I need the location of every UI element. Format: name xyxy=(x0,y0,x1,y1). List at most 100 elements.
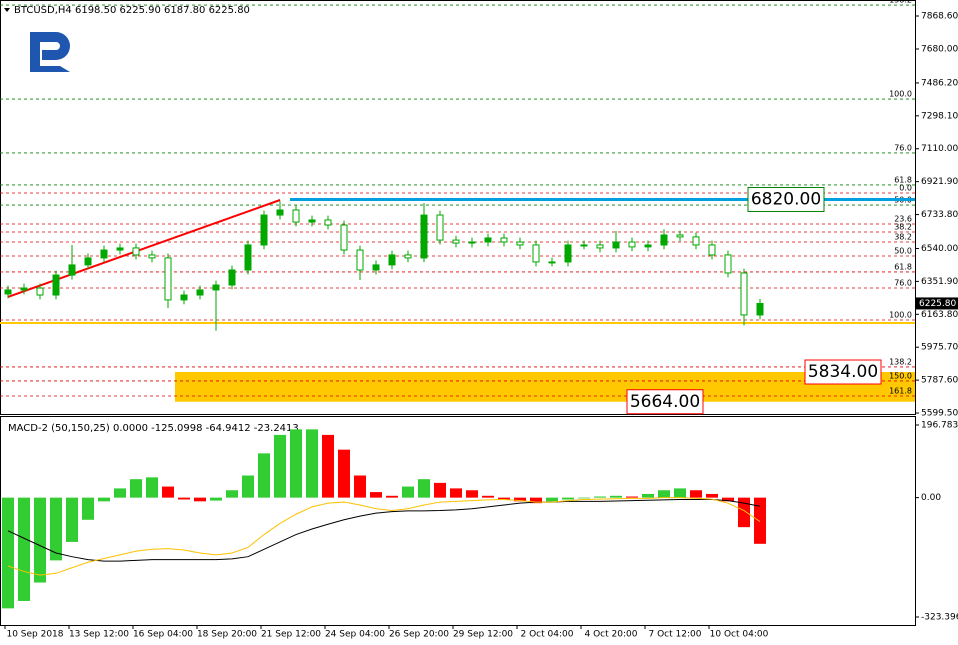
y-tick-label: 6921.90 xyxy=(921,177,958,187)
candle-body xyxy=(292,209,300,223)
candle-body xyxy=(276,209,284,216)
macd-bar xyxy=(322,434,334,498)
candle-body xyxy=(644,244,652,248)
macd-bar xyxy=(658,490,670,498)
candle-body xyxy=(340,224,348,251)
y-tick-label: 5599.50 xyxy=(921,409,958,419)
macd-main-line xyxy=(7,498,761,562)
macd-bar xyxy=(546,497,558,502)
macd-bar xyxy=(258,453,270,498)
macd-bar xyxy=(178,497,190,500)
candle-body xyxy=(68,264,76,276)
candle-body xyxy=(724,254,732,274)
x-tick-label: 16 Sep 04:00 xyxy=(133,630,193,640)
x-tick-label: 21 Sep 12:00 xyxy=(261,630,321,640)
macd-bar xyxy=(2,497,14,609)
macd-bar xyxy=(370,492,382,498)
y-tick-label: 7680.00 xyxy=(921,44,958,54)
y-tick-label: 6733.80 xyxy=(921,210,958,220)
macd-bar xyxy=(274,434,286,498)
candle-body xyxy=(36,287,44,296)
candle-body xyxy=(516,241,524,246)
candle-body xyxy=(4,289,12,295)
macd-bar xyxy=(50,497,62,561)
annotation-box xyxy=(626,389,704,415)
candle-body xyxy=(84,257,92,266)
annotation-label: 5834.00 xyxy=(808,362,878,382)
x-tick-label: 7 Oct 12:00 xyxy=(649,630,702,640)
macd-bar xyxy=(146,477,158,498)
price-panel xyxy=(0,0,916,415)
macd-bar xyxy=(674,488,686,498)
fib-label: 100.0 xyxy=(889,90,912,99)
x-tick-label: 2 Oct 04:00 xyxy=(521,630,574,640)
candle-body xyxy=(548,261,556,264)
candle-body xyxy=(660,234,668,246)
y-tick-label: 7486.20 xyxy=(921,78,958,88)
macd-bar xyxy=(690,490,702,498)
candle-body xyxy=(580,244,588,247)
candle-body xyxy=(484,237,492,243)
macd-bar xyxy=(114,488,126,498)
candle-body xyxy=(596,244,604,249)
candle-body xyxy=(20,287,28,291)
macd-bar xyxy=(562,497,574,500)
x-tick-label: 26 Sep 20:00 xyxy=(389,630,449,640)
candle-body xyxy=(132,247,140,256)
candle-body xyxy=(164,257,172,301)
candle-body xyxy=(260,214,268,246)
annotation-label: 5664.00 xyxy=(630,392,700,412)
macd-bar xyxy=(162,486,174,498)
fib-label: 61.8 xyxy=(894,175,912,184)
macd-y-tick-label: 0.00 xyxy=(921,493,941,503)
x-tick-label: 10 Oct 04:00 xyxy=(710,630,769,640)
candle-body xyxy=(356,249,364,271)
candle-body xyxy=(180,294,188,301)
annotation-box xyxy=(747,186,825,212)
fib-label: 61.8 xyxy=(894,262,912,271)
macd-bar xyxy=(82,497,94,520)
candle-body xyxy=(612,241,620,249)
y-tick-label: 6540.00 xyxy=(921,244,958,254)
macd-bar xyxy=(722,497,734,502)
x-tick-label: 13 Sep 12:00 xyxy=(69,630,129,640)
macd-panel xyxy=(0,416,916,626)
macd-bar xyxy=(34,497,46,583)
candle-body xyxy=(436,214,444,241)
macd-bar xyxy=(418,479,430,498)
y-tick-label: 5787.60 xyxy=(921,376,958,386)
y-tick-label: 7110.00 xyxy=(921,144,958,154)
fib-label: 138.2 xyxy=(889,357,912,366)
candle-body xyxy=(324,219,332,226)
candle-body xyxy=(740,272,748,316)
macd-bar xyxy=(514,497,526,502)
macd-bar xyxy=(98,497,110,502)
y-tick-label: 7298.10 xyxy=(921,111,958,121)
fib-label: 38.2 xyxy=(894,223,912,232)
macd-bar xyxy=(530,497,542,504)
last-price-box xyxy=(916,297,958,310)
candle-body xyxy=(116,247,124,251)
annotation-label: 6820.00 xyxy=(751,189,821,209)
x-tick-label: 18 Sep 20:00 xyxy=(197,630,257,640)
candle-body xyxy=(196,289,204,296)
y-tick-label: 5975.70 xyxy=(921,343,958,353)
macd-bar xyxy=(18,497,30,601)
candle-body xyxy=(308,219,316,223)
macd-bar xyxy=(594,496,606,498)
macd-bar xyxy=(626,496,638,498)
candle-body xyxy=(564,244,572,263)
macd-bar xyxy=(306,429,318,498)
candle-body xyxy=(628,241,636,248)
fib-label: 38.2 xyxy=(894,232,912,241)
macd-bar xyxy=(610,495,622,498)
macd-bar xyxy=(578,497,590,499)
fib-label: 76.0 xyxy=(894,279,912,288)
candle-body xyxy=(756,302,764,316)
macd-bar xyxy=(66,497,78,542)
candle-body xyxy=(52,274,60,296)
candle-body xyxy=(708,244,716,256)
title-marker xyxy=(4,8,10,12)
x-tick-label: 4 Oct 20:00 xyxy=(585,630,638,640)
macd-bar xyxy=(466,490,478,498)
